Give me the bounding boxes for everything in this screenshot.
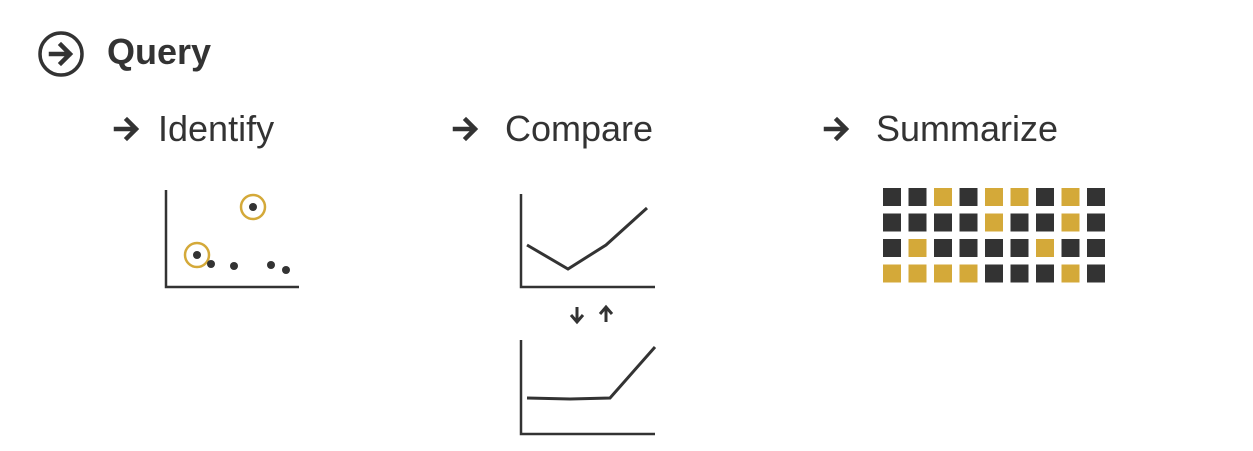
grid-cell-dark: [934, 213, 952, 232]
grid-cell-dark: [1036, 188, 1054, 206]
grid-cell-gold: [1061, 213, 1080, 232]
grid-cell-gold: [1061, 188, 1080, 206]
arrow-right-icon: [823, 116, 850, 142]
identify-label: Identify: [158, 108, 275, 149]
scatter-point: [267, 261, 275, 269]
grid-cell-dark: [1010, 264, 1029, 283]
grid-cell-dark: [1010, 239, 1029, 257]
circled-arrow-right-icon: [38, 31, 84, 77]
scatter-point: [193, 251, 201, 259]
grid-cell-dark: [985, 239, 1003, 257]
top-chart-axes: [519, 194, 655, 289]
grid-cell-dark: [1087, 188, 1105, 206]
compare-line-charts-icon: [519, 194, 657, 436]
grid-cell-dark: [883, 239, 901, 257]
grid-cell-dark: [1036, 213, 1054, 232]
grid-cell-gold: [1036, 239, 1054, 257]
scatter-point: [230, 262, 238, 270]
grid-cell-dark: [959, 213, 978, 232]
grid-cell-dark: [959, 239, 978, 257]
grid-cell-dark: [1061, 239, 1080, 257]
grid-cell-dark: [883, 213, 901, 232]
highlight-ring: [239, 193, 267, 221]
grid-cell-dark: [883, 188, 901, 206]
scatter-point: [207, 260, 215, 268]
grid-cell-gold: [985, 188, 1003, 206]
grid-cell-dark: [959, 188, 978, 206]
identify-scatter-icon: [164, 190, 299, 289]
grid-cell-gold: [1010, 188, 1029, 206]
axes: [164, 190, 299, 289]
summarize-label: Summarize: [876, 108, 1059, 149]
grid-cell-dark: [1010, 213, 1029, 232]
page-title: Query: [107, 31, 212, 72]
compare-label: Compare: [505, 108, 654, 149]
grid-cell-dark: [1087, 239, 1105, 257]
grid-cell-dark: [908, 188, 927, 206]
grid-cell-gold: [908, 239, 927, 257]
grid-cell-gold: [1061, 264, 1080, 283]
bottom-chart-axes: [519, 340, 655, 436]
up-arrow-icon: [598, 304, 614, 322]
summarize-grid-icon: [883, 188, 1105, 283]
grid-cell-dark: [934, 239, 952, 257]
grid-cell-gold: [959, 264, 978, 283]
down-arrow-icon: [569, 307, 585, 325]
scatter-point: [282, 266, 290, 274]
arrow-right-icon: [113, 116, 140, 142]
grid-cell-gold: [985, 213, 1003, 232]
grid-cell-gold: [934, 188, 952, 206]
grid-cell-gold: [883, 264, 901, 283]
grid-cell-dark: [1087, 264, 1105, 283]
grid-cell-dark: [1036, 264, 1054, 283]
highlight-ring: [183, 241, 211, 269]
grid-cell-dark: [1087, 213, 1105, 232]
scatter-point: [249, 203, 257, 211]
arrow-right-icon: [452, 116, 479, 142]
top-chart-line: [526, 206, 649, 271]
grid-cell-dark: [908, 213, 927, 232]
grid-cell-dark: [985, 264, 1003, 283]
bottom-chart-line: [526, 346, 657, 401]
grid-cell-gold: [908, 264, 927, 283]
grid-cell-gold: [934, 264, 952, 283]
